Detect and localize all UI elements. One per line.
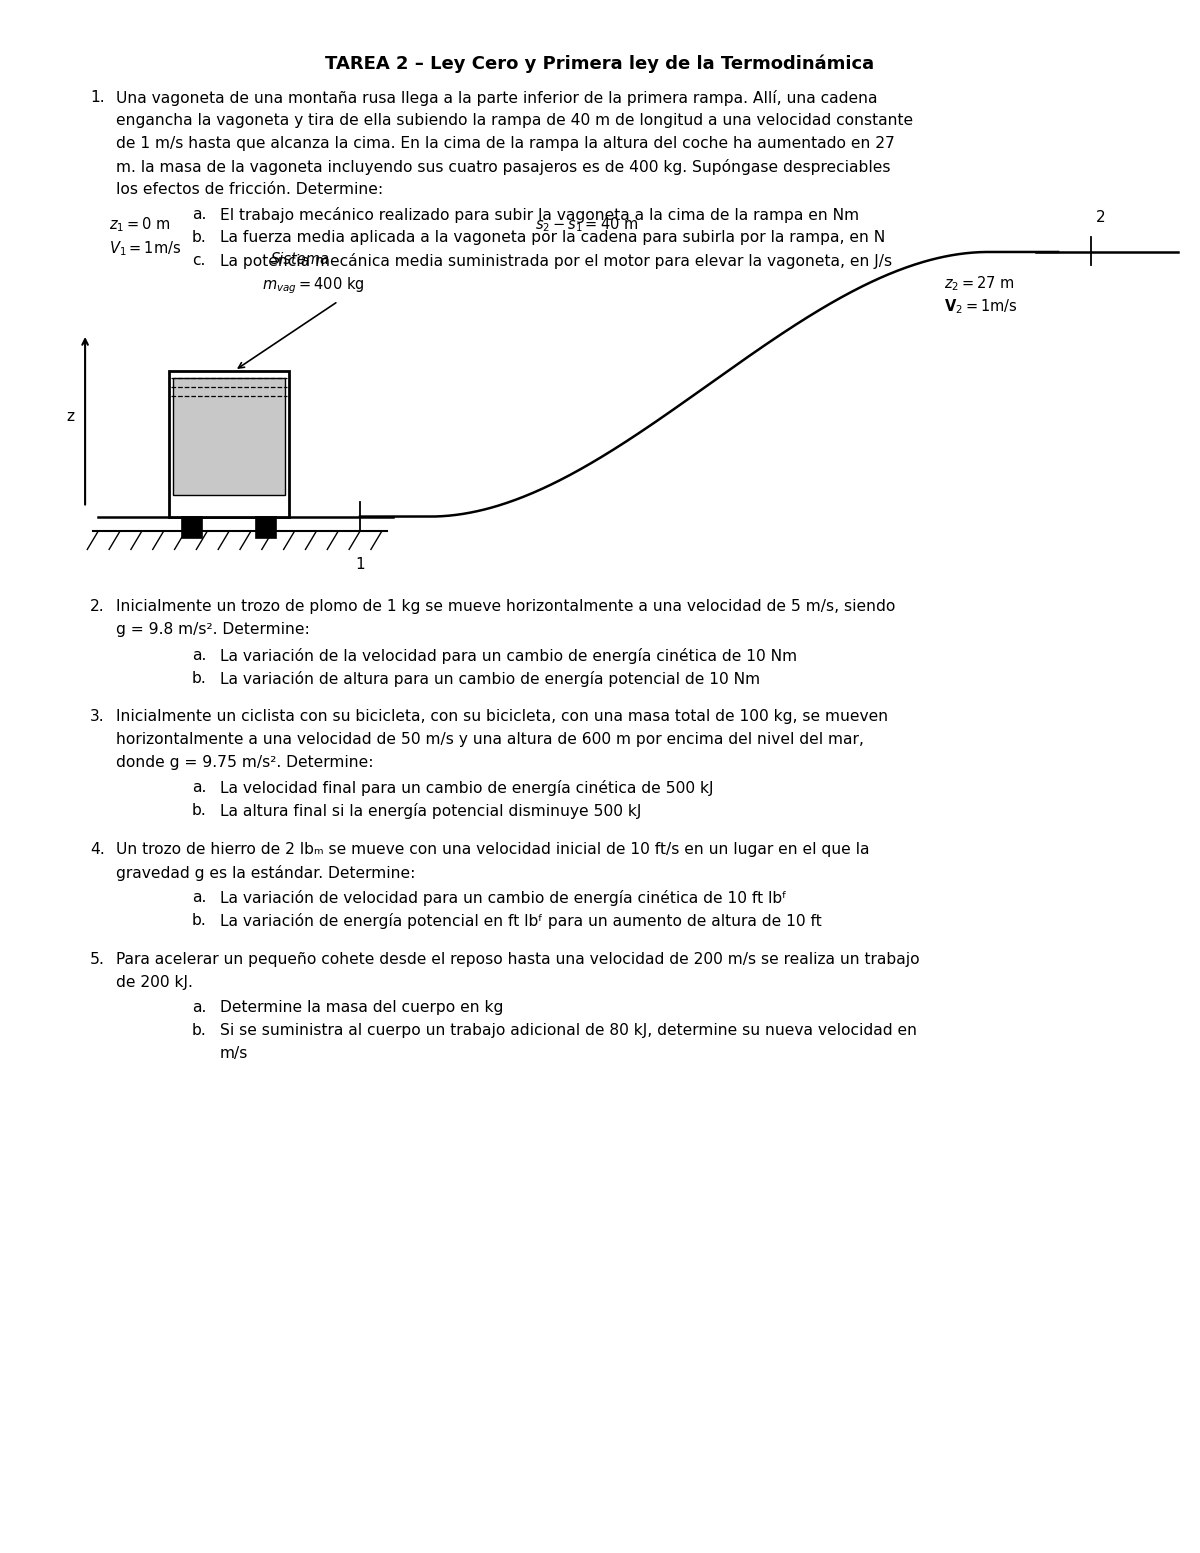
Text: b.: b. — [192, 671, 206, 685]
Text: $z_2 = 27$ m: $z_2 = 27$ m — [943, 273, 1014, 292]
Bar — [169, 371, 289, 517]
Text: 1: 1 — [355, 556, 365, 572]
Text: b.: b. — [192, 1023, 206, 1037]
Text: La altura final si la energía potencial disminuye 500 kJ: La altura final si la energía potencial … — [220, 803, 641, 820]
Text: m/s: m/s — [220, 1045, 248, 1061]
Text: La fuerza media aplicada a la vagoneta por la cadena para subirla por la rampa, : La fuerza media aplicada a la vagoneta p… — [220, 230, 884, 245]
Text: c.: c. — [192, 253, 205, 269]
Text: $\mathbf{V}_2 = 1$m/s: $\mathbf{V}_2 = 1$m/s — [943, 298, 1018, 317]
Text: La variación de altura para un cambio de energía potencial de 10 Nm: La variación de altura para un cambio de… — [220, 671, 760, 686]
Text: m. la masa de la vagoneta incluyendo sus cuatro pasajeros es de 400 kg. Supóngas: m. la masa de la vagoneta incluyendo sus… — [116, 158, 890, 175]
Text: La potencia mecánica media suministrada por el motor para elevar la vagoneta, en: La potencia mecánica media suministrada … — [220, 253, 892, 269]
Bar — [182, 517, 202, 539]
Text: 1.: 1. — [90, 90, 104, 106]
Text: 5.: 5. — [90, 952, 104, 966]
Text: de 1 m/s hasta que alcanza la cima. En la cima de la rampa la altura del coche h: de 1 m/s hasta que alcanza la cima. En l… — [116, 137, 895, 151]
Text: a.: a. — [192, 1000, 206, 1014]
Text: La variación de velocidad para un cambio de energía cinética de 10 ft lbᶠ: La variación de velocidad para un cambio… — [220, 890, 786, 905]
Text: gravedad g es la estándar. Determine:: gravedad g es la estándar. Determine: — [116, 865, 415, 881]
Text: Para acelerar un pequeño cohete desde el reposo hasta una velocidad de 200 m/s s: Para acelerar un pequeño cohete desde el… — [116, 952, 920, 966]
Text: 4.: 4. — [90, 842, 104, 857]
Text: Si se suministra al cuerpo un trabajo adicional de 80 kJ, determine su nueva vel: Si se suministra al cuerpo un trabajo ad… — [220, 1023, 917, 1037]
Text: a.: a. — [192, 207, 206, 222]
Text: Determine la masa del cuerpo en kg: Determine la masa del cuerpo en kg — [220, 1000, 503, 1014]
Text: El trabajo mecánico realizado para subir la vagoneta a la cima de la rampa en Nm: El trabajo mecánico realizado para subir… — [220, 207, 859, 224]
Text: Inicialmente un trozo de plomo de 1 kg se mueve horizontalmente a una velocidad : Inicialmente un trozo de plomo de 1 kg s… — [116, 599, 895, 615]
Text: b.: b. — [192, 803, 206, 818]
Text: $m_{vag} = 400$ kg: $m_{vag} = 400$ kg — [262, 276, 365, 297]
Text: b.: b. — [192, 230, 206, 245]
Bar — [174, 377, 284, 495]
Text: a.: a. — [192, 890, 206, 905]
Text: $V_1 = 1$m/s: $V_1 = 1$m/s — [109, 239, 181, 258]
Text: $z_1 = 0$ m: $z_1 = 0$ m — [109, 216, 170, 235]
Text: de 200 kJ.: de 200 kJ. — [116, 975, 193, 989]
Text: a.: a. — [192, 780, 206, 795]
Text: horizontalmente a una velocidad de 50 m/s y una altura de 600 m por encima del n: horizontalmente a una velocidad de 50 m/… — [116, 731, 864, 747]
Text: donde g = 9.75 m/s². Determine:: donde g = 9.75 m/s². Determine: — [116, 755, 374, 770]
Text: los efectos de fricción. Determine:: los efectos de fricción. Determine: — [116, 182, 384, 197]
Text: Un trozo de hierro de 2 lbₘ se mueve con una velocidad inicial de 10 ft/s en un : Un trozo de hierro de 2 lbₘ se mueve con… — [116, 842, 870, 857]
Text: Sistema: Sistema — [270, 252, 330, 267]
Text: b.: b. — [192, 913, 206, 929]
Text: La velocidad final para un cambio de energía cinética de 500 kJ: La velocidad final para un cambio de ene… — [220, 780, 713, 797]
Text: TAREA 2 – Ley Cero y Primera ley de la Termodinámica: TAREA 2 – Ley Cero y Primera ley de la T… — [325, 54, 875, 73]
Bar — [257, 517, 276, 539]
Text: z: z — [66, 408, 74, 424]
Text: 2.: 2. — [90, 599, 104, 615]
Text: a.: a. — [192, 648, 206, 663]
Text: 3.: 3. — [90, 710, 104, 724]
Text: 2: 2 — [1097, 210, 1106, 225]
Text: $s_2 - s_1 = 40$ m: $s_2 - s_1 = 40$ m — [534, 216, 638, 235]
Text: engancha la vagoneta y tira de ella subiendo la rampa de 40 m de longitud a una : engancha la vagoneta y tira de ella subi… — [116, 113, 913, 127]
Text: Inicialmente un ciclista con su bicicleta, con su bicicleta, con una masa total : Inicialmente un ciclista con su biciclet… — [116, 710, 888, 724]
Text: La variación de energía potencial en ft lbᶠ para un aumento de altura de 10 ft: La variación de energía potencial en ft … — [220, 913, 821, 929]
Text: La variación de la velocidad para un cambio de energía cinética de 10 Nm: La variación de la velocidad para un cam… — [220, 648, 797, 663]
Text: Una vagoneta de una montaña rusa llega a la parte inferior de la primera rampa. : Una vagoneta de una montaña rusa llega a… — [116, 90, 878, 106]
Text: g = 9.8 m/s². Determine:: g = 9.8 m/s². Determine: — [116, 623, 310, 637]
